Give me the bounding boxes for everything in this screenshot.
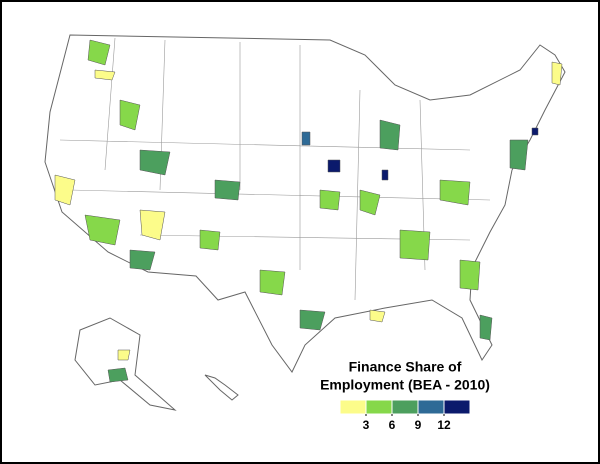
legend-tick-label: 12 <box>437 418 451 432</box>
us-map <box>44 34 566 411</box>
legend-swatch <box>417 399 445 415</box>
legend-swatch <box>365 399 393 415</box>
legend-swatch <box>443 399 471 415</box>
legend: Finance Share of Employment (BEA - 2010)… <box>320 359 490 432</box>
hawaii <box>204 374 239 401</box>
legend-tick-label: 6 <box>389 418 396 432</box>
legend-swatch <box>391 399 419 415</box>
legend-title: Finance Share of <box>349 359 462 375</box>
alaska <box>74 317 177 411</box>
legend-swatch <box>339 399 367 415</box>
legend-title: Employment (BEA - 2010) <box>320 377 490 393</box>
legend-tick-label: 9 <box>415 418 422 432</box>
legend-tick-label: 3 <box>363 418 370 432</box>
